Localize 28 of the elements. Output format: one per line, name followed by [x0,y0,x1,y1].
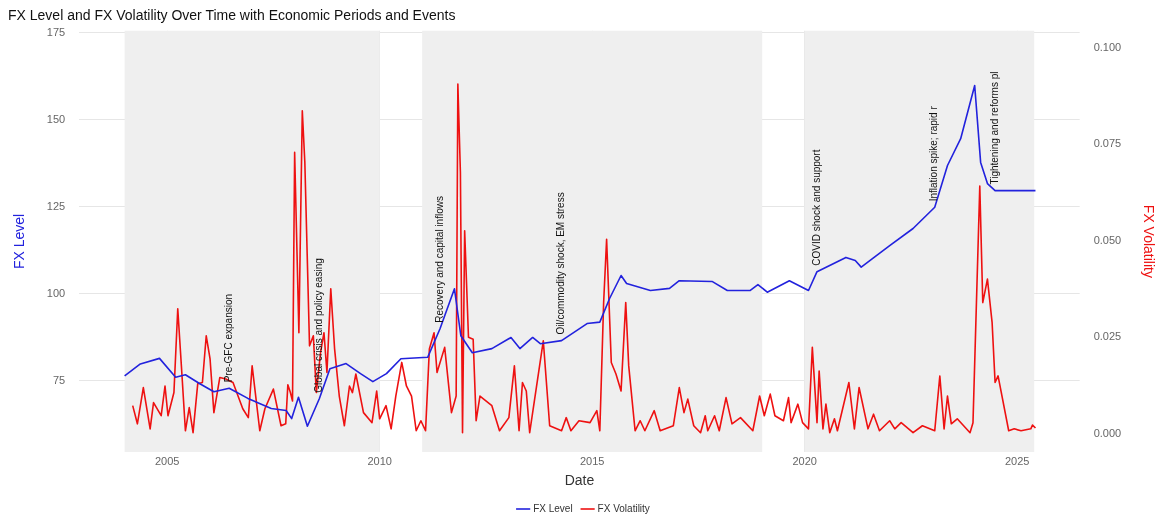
y-tick-label: 150 [46,112,66,125]
x-axis-title: Date [564,472,595,489]
y-tick-label: 125 [46,199,66,212]
x-tick-label: 2020 [792,454,817,467]
y-tick-label: 100 [46,286,66,299]
y2-tick-label: 0.025 [1093,330,1122,343]
annotation: Recovery and capital inflows [433,196,445,323]
legend-label: FX Level [533,502,573,514]
y-axis-title: FX Level [11,213,28,270]
y2-tick-label: 0.075 [1093,137,1122,150]
chart-title: FX Level and FX Volatility Over Time with Economic Periods and Events [8,7,456,24]
annotation: Inflation spike; rapid r [928,105,940,202]
x-tick-label: 2005 [154,454,180,467]
y-tick-label: 175 [46,25,66,38]
y2-tick-label: 0.000 [1093,426,1122,439]
legend-label: FX Volatility [597,502,650,514]
x-tick-label: 2025 [1004,454,1030,467]
annotation: COVID shock and support [810,149,822,266]
annotation: Tightening and reforms pl [988,71,1000,185]
x-tick-label: 2010 [367,454,392,467]
annotation: Pre-GFC expansion [222,293,234,383]
y2-tick-label: 0.100 [1093,40,1122,53]
annotation: Oil/commodity shock, EM stress [555,192,567,335]
y2-tick-label: 0.050 [1093,233,1122,246]
y2-axis-title: FX Volatility [1140,204,1157,278]
x-tick-label: 2015 [579,454,605,467]
annotation: Global crisis and policy easing [313,258,325,393]
y-tick-label: 75 [52,373,66,386]
